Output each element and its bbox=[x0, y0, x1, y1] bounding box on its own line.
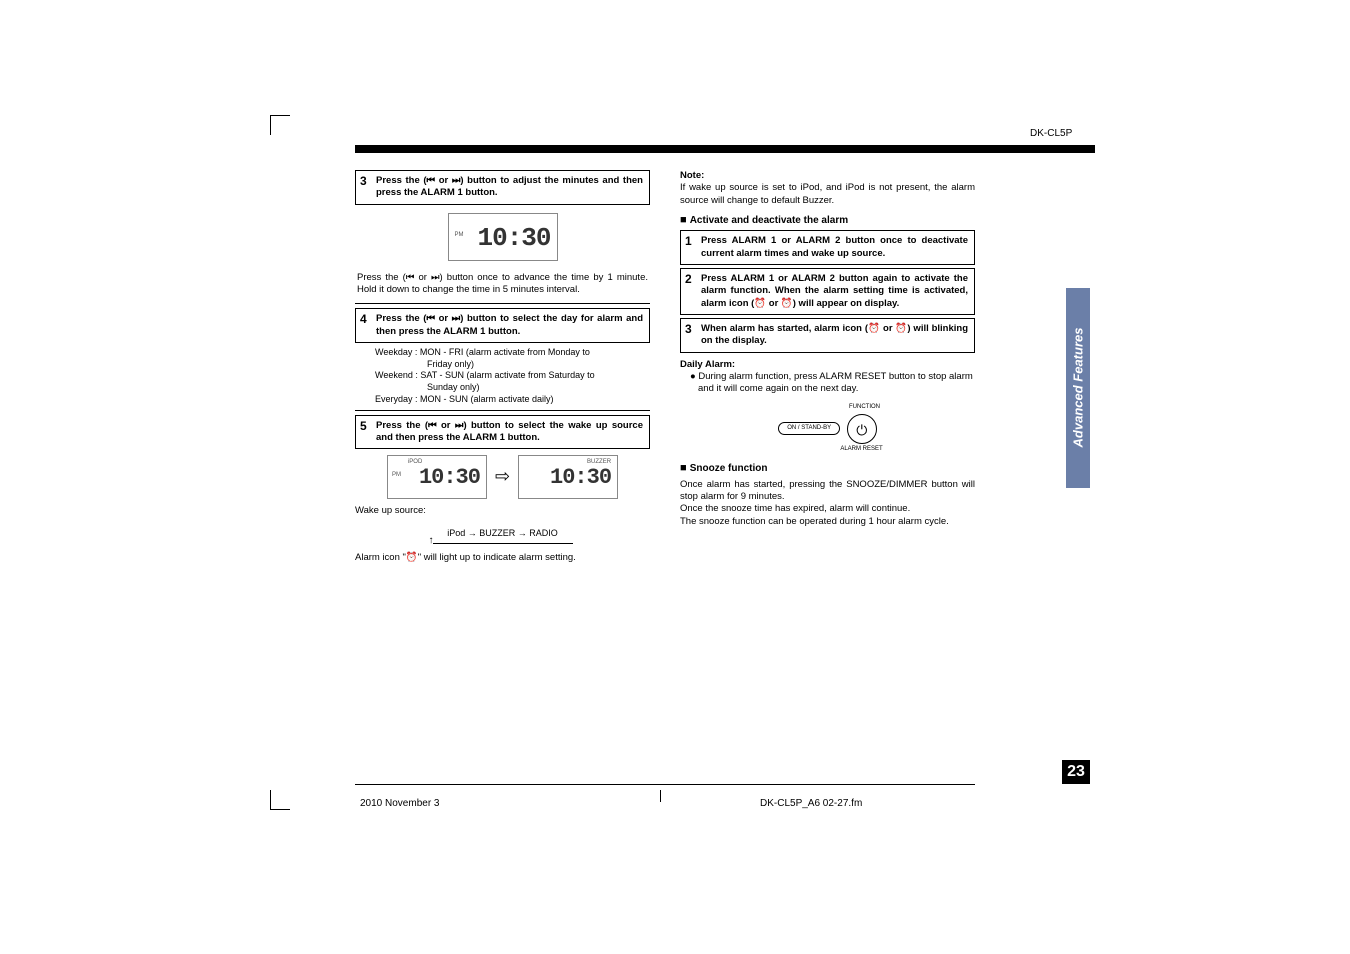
opt-weekend-2: Sunday only) bbox=[427, 382, 650, 394]
section-activate: Activate and deactivate the alarm bbox=[680, 213, 975, 227]
daily-alarm-body: ● During alarm function, press ALARM RES… bbox=[690, 371, 975, 396]
step-4-box: 4 Press the (⏮ or ⏭) button to select th… bbox=[355, 308, 650, 343]
r2-num: 2 bbox=[685, 272, 692, 288]
center-cut-mark bbox=[660, 790, 661, 802]
opt-everyday: Everyday : MON - SUN (alarm activate dai… bbox=[375, 394, 650, 406]
step-3-text: Press the (⏮ or ⏭) button to adjust the … bbox=[376, 175, 643, 200]
opt-weekday-2: Friday only) bbox=[427, 359, 650, 371]
wake-flow: iPod → BUZZER → RADIO bbox=[355, 528, 650, 540]
lcd-2a: PM iPOD 10:30 bbox=[387, 455, 487, 499]
step-5-text: Press the (⏮ or ⏭) button to select the … bbox=[376, 420, 643, 445]
r1-text: Press ALARM 1 or ALARM 2 button once to … bbox=[701, 235, 968, 260]
snooze-1: Once alarm has started, pressing the SNO… bbox=[680, 479, 975, 504]
r-step-3: 3 When alarm has started, alarm icon (⏰ … bbox=[680, 318, 975, 353]
r3-num: 3 bbox=[685, 322, 692, 338]
btn-label-alarm-reset: ALARM RESET bbox=[748, 446, 975, 454]
step-4-options: Weekday : MON - FRI (alarm activate from… bbox=[375, 347, 650, 405]
lcd1-pm: PM bbox=[455, 232, 464, 240]
lcd-pair: PM iPOD 10:30 ⇨ BUZZER 10:30 bbox=[355, 455, 650, 499]
wake-up-label: Wake up source: bbox=[355, 505, 650, 517]
step-3-note: Press the (⏮ or ⏭) button once to advanc… bbox=[355, 269, 650, 300]
snooze-2: Once the snooze time has expired, alarm … bbox=[680, 503, 975, 515]
btn-label-function: FUNCTION bbox=[754, 404, 975, 412]
r2-text: Press ALARM 1 or ALARM 2 button again to… bbox=[701, 273, 968, 310]
header-bar bbox=[355, 145, 1095, 153]
crop-mark-bl bbox=[270, 790, 290, 810]
note-heading: Note: bbox=[680, 170, 975, 182]
page-number: 23 bbox=[1062, 760, 1090, 784]
left-column: 3 Press the (⏮ or ⏭) button to adjust th… bbox=[355, 170, 650, 565]
flow-line bbox=[433, 543, 573, 544]
step-5-box: 5 Press the (⏮ or ⏭) button to select th… bbox=[355, 415, 650, 450]
model-label: DK-CL5P bbox=[1030, 128, 1072, 139]
opt-weekend: Weekend : SAT - SUN (alarm activate from… bbox=[375, 370, 650, 382]
arrow-icon: ⇨ bbox=[495, 465, 510, 488]
crop-mark-tl bbox=[270, 115, 290, 135]
note-body: If wake up source is set to iPod, and iP… bbox=[680, 182, 975, 207]
lcd2a-time: 10:30 bbox=[388, 456, 486, 500]
snooze-3: The snooze function can be operated duri… bbox=[680, 516, 975, 528]
divider bbox=[355, 410, 650, 411]
r1-num: 1 bbox=[685, 234, 692, 250]
lcd2a-pm: PM bbox=[392, 472, 401, 480]
right-column: Note: If wake up source is set to iPod, … bbox=[680, 170, 975, 528]
opt-weekday: Weekday : MON - FRI (alarm activate from… bbox=[375, 347, 650, 359]
power-icon: ⏻ bbox=[847, 414, 877, 444]
step-3-box: 3 Press the (⏮ or ⏭) button to adjust th… bbox=[355, 170, 650, 205]
lcd2b-tag: BUZZER bbox=[587, 459, 611, 467]
step-5-num: 5 bbox=[360, 419, 367, 435]
daily-alarm-body-text: During alarm function, press ALARM RESET… bbox=[698, 371, 973, 394]
r-step-2: 2 Press ALARM 1 or ALARM 2 button again … bbox=[680, 268, 975, 315]
footer-file: DK-CL5P_A6 02-27.fm bbox=[760, 798, 862, 809]
step-4-num: 4 bbox=[360, 312, 367, 328]
lcd1-time: 10:30 bbox=[449, 214, 557, 262]
step-4-text: Press the (⏮ or ⏭) button to select the … bbox=[376, 313, 643, 338]
section-snooze: Snooze function bbox=[680, 461, 975, 475]
standby-button: ON / STAND-BY bbox=[778, 422, 840, 436]
lcd-2b: BUZZER 10:30 bbox=[518, 455, 618, 499]
side-tab: Advanced Features bbox=[1066, 288, 1090, 488]
side-tab-text: Advanced Features bbox=[1071, 288, 1086, 488]
step-3-num: 3 bbox=[360, 174, 367, 190]
footer-date: 2010 November 3 bbox=[360, 798, 440, 809]
r3-text: When alarm has started, alarm icon (⏰ or… bbox=[701, 323, 968, 348]
divider bbox=[355, 303, 650, 304]
r-step-1: 1 Press ALARM 1 or ALARM 2 button once t… bbox=[680, 230, 975, 265]
button-diagram: FUNCTION ON / STAND-BY ⏻ ALARM RESET bbox=[680, 404, 975, 454]
lcd2a-tag: iPOD bbox=[408, 459, 422, 467]
lcd-display-1: PM 10:30 bbox=[448, 213, 558, 261]
alarm-icon-note: Alarm icon "⏰" will light up to indicate… bbox=[355, 552, 650, 564]
daily-alarm-head: Daily Alarm: bbox=[680, 359, 975, 371]
footer-divider bbox=[355, 784, 975, 785]
page-content: 3 Press the (⏮ or ⏭) button to adjust th… bbox=[355, 170, 975, 565]
